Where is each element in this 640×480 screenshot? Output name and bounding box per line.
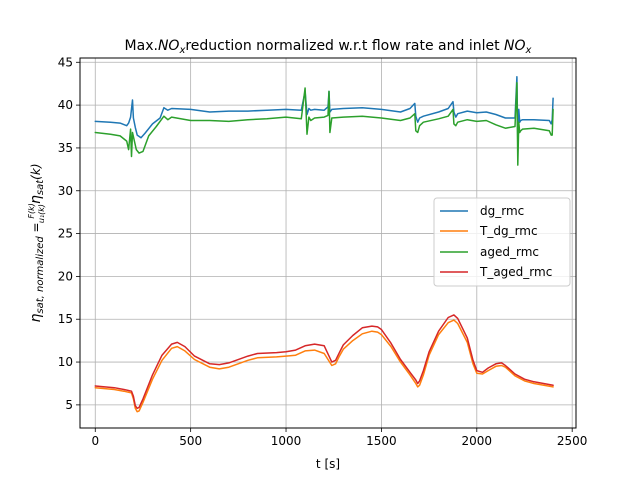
y-tick-label: 5: [65, 398, 73, 412]
legend-label-t-dg-rmc: T_dg_rmc: [479, 224, 538, 238]
y-tick-label: 45: [58, 55, 73, 69]
legend: dg_rmc T_dg_rmc aged_rmc T_aged_rmc: [433, 197, 571, 287]
x-tick-label: 0: [91, 434, 99, 448]
series-lines: [94, 76, 554, 413]
x-tick-label: 2000: [462, 434, 493, 448]
x-tick-label: 1000: [271, 434, 302, 448]
y-tick-label: 35: [58, 141, 73, 155]
series-line-t-dg-rmc: [94, 319, 554, 413]
chart-title: Max.NOxreduction normalized w.r.t flow r…: [125, 38, 532, 56]
x-tick-label: 1500: [366, 434, 397, 448]
legend-label-dg-rmc: dg_rmc: [480, 204, 524, 218]
legend-label-aged-rmc: aged_rmc: [480, 245, 539, 259]
y-axis-label: ηsat, normalized = F(k)u₁(k)ηsat(k): [27, 163, 46, 322]
y-tick-label: 10: [58, 355, 73, 369]
x-axis-label: t [s]: [316, 457, 340, 471]
legend-label-t-aged-rmc: T_aged_rmc: [479, 265, 552, 279]
plot-frame: [79, 57, 577, 429]
x-tick-label: 2500: [557, 434, 588, 448]
y-tick-label: 20: [58, 269, 73, 283]
y-tick-label: 40: [58, 98, 73, 112]
series-line-t-aged-rmc: [94, 314, 554, 410]
y-tick-label: 15: [58, 312, 73, 326]
series-line-aged-rmc: [94, 82, 554, 166]
x-tick-label: 500: [179, 434, 202, 448]
axis-ticks: 0 500 1000 1500 2000 2500 5 10 15 20 25 30 35 40 45: [58, 55, 588, 448]
y-tick-label: 30: [58, 184, 73, 198]
legend-box: [433, 197, 571, 287]
y-tick-label: 25: [58, 227, 73, 241]
